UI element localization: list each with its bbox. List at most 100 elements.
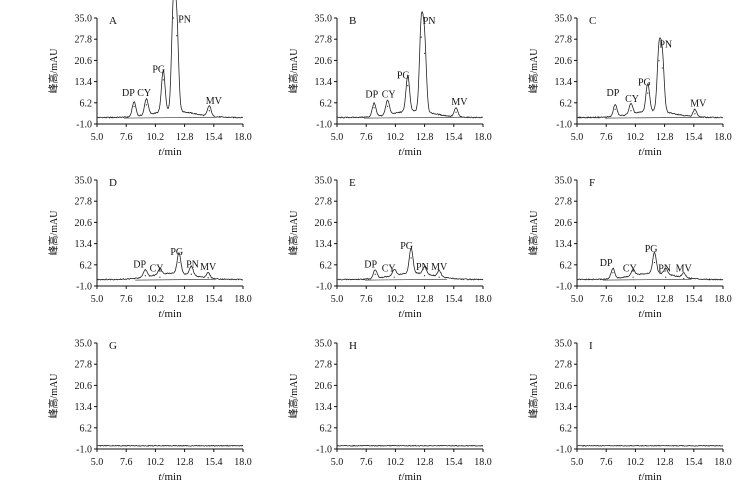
y-tick-label: 27.8 xyxy=(555,197,573,208)
peak-label: DP xyxy=(365,90,378,101)
y-tick-label: 6.2 xyxy=(80,260,93,271)
panel-b: -1.0 6.2 13.4 20.6 27.8 35.0 5.0 7.6 10.2 12.8 15.… xyxy=(287,11,492,158)
x-tick-label: 12.8 xyxy=(656,457,674,468)
y-axis-label: 峰高/mAU xyxy=(527,373,540,419)
y-tick-label: -1.0 xyxy=(556,282,572,293)
y-tick-label: 13.4 xyxy=(555,77,573,88)
peak-point xyxy=(665,276,667,278)
x-axis-label: t/min xyxy=(158,146,182,158)
peak-point xyxy=(612,272,614,274)
peak-label: CY xyxy=(382,263,396,274)
y-tick-label: 6.2 xyxy=(320,98,333,109)
peak-point xyxy=(374,273,376,275)
panel-letter: C xyxy=(589,15,596,27)
y-tick-label: 20.6 xyxy=(555,381,573,392)
x-tick-label: 18.0 xyxy=(474,294,492,305)
y-tick-label: 35.0 xyxy=(315,339,333,350)
peak-point xyxy=(438,276,440,278)
y-tick-label: 6.2 xyxy=(560,98,573,109)
x-tick-label: 7.6 xyxy=(120,132,133,143)
panel-letter: E xyxy=(349,177,356,189)
x-tick-label: 5.0 xyxy=(331,457,344,468)
peak-label: CY xyxy=(625,94,639,105)
x-tick-label: 18.0 xyxy=(714,457,732,468)
peak-point xyxy=(661,67,663,69)
y-tick-label: -1.0 xyxy=(316,282,332,293)
panel-letter: H xyxy=(349,340,357,352)
x-tick-label: 15.4 xyxy=(205,132,223,143)
x-tick-label: 10.2 xyxy=(387,132,405,143)
peak-point xyxy=(208,110,210,112)
peak-point xyxy=(145,104,148,106)
y-tick-label: -1.0 xyxy=(556,445,572,456)
peak-label: PN xyxy=(659,39,672,50)
x-tick-label: 10.2 xyxy=(147,457,165,468)
peak-label: DP xyxy=(122,88,135,99)
y-tick-label: 6.2 xyxy=(560,423,573,434)
x-tick-label: 12.8 xyxy=(416,132,434,143)
trace-line xyxy=(96,0,244,119)
y-tick-label: 20.6 xyxy=(75,218,93,229)
x-tick-label: 10.2 xyxy=(627,457,645,468)
x-tick-label: 15.4 xyxy=(685,457,703,468)
x-tick-label: 5.0 xyxy=(91,132,104,143)
integration-baseline xyxy=(135,278,217,281)
y-tick-label: -1.0 xyxy=(76,445,92,456)
x-tick-label: 12.8 xyxy=(176,457,194,468)
y-tick-label: 35.0 xyxy=(75,339,93,350)
y-tick-label: -1.0 xyxy=(76,282,92,293)
x-tick-label: 5.0 xyxy=(331,132,344,143)
x-tick-label: 18.0 xyxy=(234,457,252,468)
x-tick-label: 12.8 xyxy=(416,294,434,305)
panel-h: -1.0 6.2 13.4 20.6 27.8 35.0 5.0 7.6 10.2 12.8 15.… xyxy=(287,339,492,484)
x-tick-label: 7.6 xyxy=(600,457,613,468)
peak-point xyxy=(373,107,375,109)
x-tick-label: 5.0 xyxy=(91,457,104,468)
trace-line xyxy=(96,252,244,281)
y-tick-label: 20.6 xyxy=(315,218,333,229)
peak-point xyxy=(172,17,174,19)
peak-point xyxy=(658,60,660,62)
trace-line xyxy=(96,444,244,447)
y-tick-label: 13.4 xyxy=(555,239,573,250)
y-tick-label: 20.6 xyxy=(555,218,573,229)
peak-label: MV xyxy=(200,262,217,273)
x-tick-label: 18.0 xyxy=(234,294,252,305)
y-tick-label: 13.4 xyxy=(315,239,333,250)
y-tick-label: 13.4 xyxy=(555,402,573,413)
y-tick-label: 35.0 xyxy=(75,14,93,25)
peak-point xyxy=(614,108,616,110)
y-tick-label: 13.4 xyxy=(75,239,93,250)
panel-e: -1.0 6.2 13.4 20.6 27.8 35.0 5.0 7.6 10.2 12.8 15.… xyxy=(287,176,492,321)
x-tick-label: 18.0 xyxy=(714,132,732,143)
peak-point xyxy=(683,278,685,280)
peak-label: PG xyxy=(152,64,165,75)
peak-label: DP xyxy=(607,88,620,99)
peak-point xyxy=(178,261,180,264)
trace-line xyxy=(336,444,484,447)
x-axis-label: t/min xyxy=(158,308,182,320)
x-tick-label: 5.0 xyxy=(571,457,584,468)
panel-c: -1.0 6.2 13.4 20.6 27.8 35.0 5.0 7.6 10.2 12.8 15.… xyxy=(527,14,732,159)
peak-label: PN xyxy=(178,14,191,25)
x-tick-label: 7.6 xyxy=(600,294,613,305)
peak-label: CY xyxy=(382,90,396,101)
peak-label: DP xyxy=(364,259,377,270)
y-tick-label: 27.8 xyxy=(555,360,573,371)
y-tick-label: 35.0 xyxy=(555,176,573,187)
y-tick-label: 13.4 xyxy=(315,402,333,413)
y-tick-label: 27.8 xyxy=(315,35,333,46)
panel-letter: I xyxy=(589,340,593,352)
trace-line xyxy=(576,37,724,119)
x-tick-label: 5.0 xyxy=(571,294,584,305)
y-tick-label: 35.0 xyxy=(315,14,333,25)
y-tick-label: 20.6 xyxy=(75,56,93,67)
y-tick-label: -1.0 xyxy=(316,120,332,131)
peak-label: PG xyxy=(645,244,658,255)
peak-label: DP xyxy=(133,259,146,270)
x-tick-label: 7.6 xyxy=(120,294,133,305)
y-axis-label: 峰高/mAU xyxy=(287,48,300,94)
x-tick-label: 15.4 xyxy=(445,457,463,468)
y-axis-label: 峰高/mAU xyxy=(47,48,60,94)
x-tick-label: 7.6 xyxy=(360,457,373,468)
